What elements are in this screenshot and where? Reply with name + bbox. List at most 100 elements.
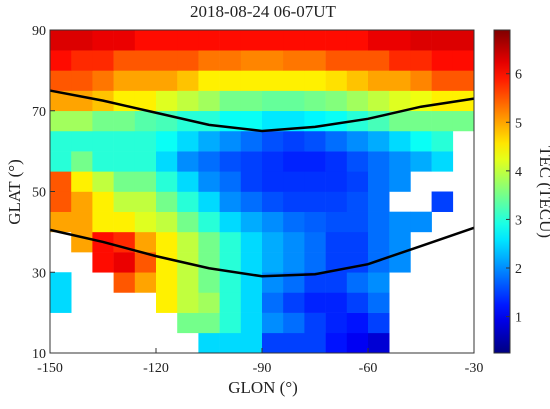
cell bbox=[431, 50, 454, 71]
cell bbox=[346, 171, 369, 192]
cell bbox=[346, 30, 369, 51]
cell bbox=[71, 50, 93, 71]
cell bbox=[71, 110, 93, 132]
cell bbox=[113, 171, 136, 192]
cell bbox=[92, 110, 114, 132]
cell bbox=[240, 191, 263, 212]
cell bbox=[177, 171, 199, 192]
cell bbox=[410, 110, 432, 132]
cell bbox=[431, 110, 454, 132]
cell bbox=[71, 191, 93, 212]
chart-title: 2018-08-24 06-07UT bbox=[190, 2, 337, 21]
cell bbox=[304, 90, 326, 112]
cell bbox=[368, 50, 390, 71]
cell bbox=[410, 50, 432, 71]
cell bbox=[240, 211, 263, 233]
cell bbox=[325, 130, 348, 152]
cell bbox=[368, 332, 390, 354]
cell bbox=[304, 292, 326, 313]
cell bbox=[262, 151, 284, 172]
cell bbox=[50, 90, 72, 112]
cell bbox=[156, 130, 178, 152]
cell bbox=[431, 191, 454, 212]
cell bbox=[368, 191, 390, 212]
cell bbox=[431, 30, 454, 51]
cell bbox=[304, 30, 326, 51]
cell bbox=[346, 312, 369, 334]
cell bbox=[304, 272, 326, 293]
cell bbox=[262, 50, 284, 71]
cell bbox=[198, 332, 220, 354]
y-tick-label: 30 bbox=[32, 266, 46, 281]
cell bbox=[262, 231, 284, 253]
cell bbox=[431, 151, 454, 172]
cell bbox=[325, 151, 348, 172]
cell bbox=[156, 30, 178, 51]
cell bbox=[346, 332, 369, 354]
cell bbox=[219, 211, 242, 233]
cell bbox=[283, 292, 305, 313]
cell bbox=[262, 30, 284, 51]
cell bbox=[262, 292, 284, 313]
boundary-line bbox=[49, 89, 475, 133]
cell bbox=[219, 70, 242, 91]
cell bbox=[389, 252, 411, 273]
cell bbox=[219, 130, 242, 152]
cell bbox=[346, 70, 369, 91]
cell bbox=[368, 312, 390, 334]
cell bbox=[283, 231, 305, 253]
cell bbox=[113, 130, 136, 152]
cell bbox=[156, 272, 178, 293]
cell bbox=[50, 292, 72, 313]
cell bbox=[50, 110, 72, 132]
cell bbox=[325, 231, 348, 253]
cell bbox=[452, 30, 475, 51]
cell bbox=[240, 312, 263, 334]
cell bbox=[134, 50, 157, 71]
cell bbox=[389, 70, 411, 91]
cell bbox=[262, 130, 284, 152]
cell bbox=[198, 272, 220, 293]
cell bbox=[134, 272, 157, 293]
cell bbox=[304, 312, 326, 334]
cell bbox=[389, 211, 411, 233]
cell bbox=[177, 50, 199, 71]
cell bbox=[283, 312, 305, 334]
colorbar-tick-label: 3 bbox=[515, 213, 522, 228]
cell bbox=[346, 272, 369, 293]
cell bbox=[410, 70, 432, 91]
cell bbox=[304, 171, 326, 192]
cell bbox=[389, 50, 411, 71]
cell bbox=[240, 231, 263, 253]
cell bbox=[368, 130, 390, 152]
cell bbox=[92, 70, 114, 91]
cell bbox=[368, 90, 390, 112]
cell bbox=[304, 70, 326, 91]
colorbar-tick-label: 1 bbox=[515, 311, 522, 326]
cell bbox=[219, 90, 242, 112]
cell bbox=[346, 191, 369, 212]
cell bbox=[156, 292, 178, 313]
cell bbox=[219, 252, 242, 273]
cell bbox=[240, 30, 263, 51]
cell bbox=[134, 110, 157, 132]
cell bbox=[368, 30, 390, 51]
cell bbox=[156, 151, 178, 172]
boundary-line bbox=[49, 226, 475, 278]
cell bbox=[240, 292, 263, 313]
cell bbox=[219, 332, 242, 354]
cell bbox=[113, 30, 136, 51]
cell bbox=[177, 130, 199, 152]
cell bbox=[50, 30, 72, 51]
cell bbox=[92, 191, 114, 212]
cell bbox=[325, 70, 348, 91]
cell bbox=[283, 50, 305, 71]
cell bbox=[431, 90, 454, 112]
cell bbox=[50, 50, 72, 71]
cell bbox=[198, 191, 220, 212]
cell bbox=[325, 30, 348, 51]
cell bbox=[198, 211, 220, 233]
cell bbox=[50, 171, 72, 192]
cell bbox=[410, 211, 432, 233]
